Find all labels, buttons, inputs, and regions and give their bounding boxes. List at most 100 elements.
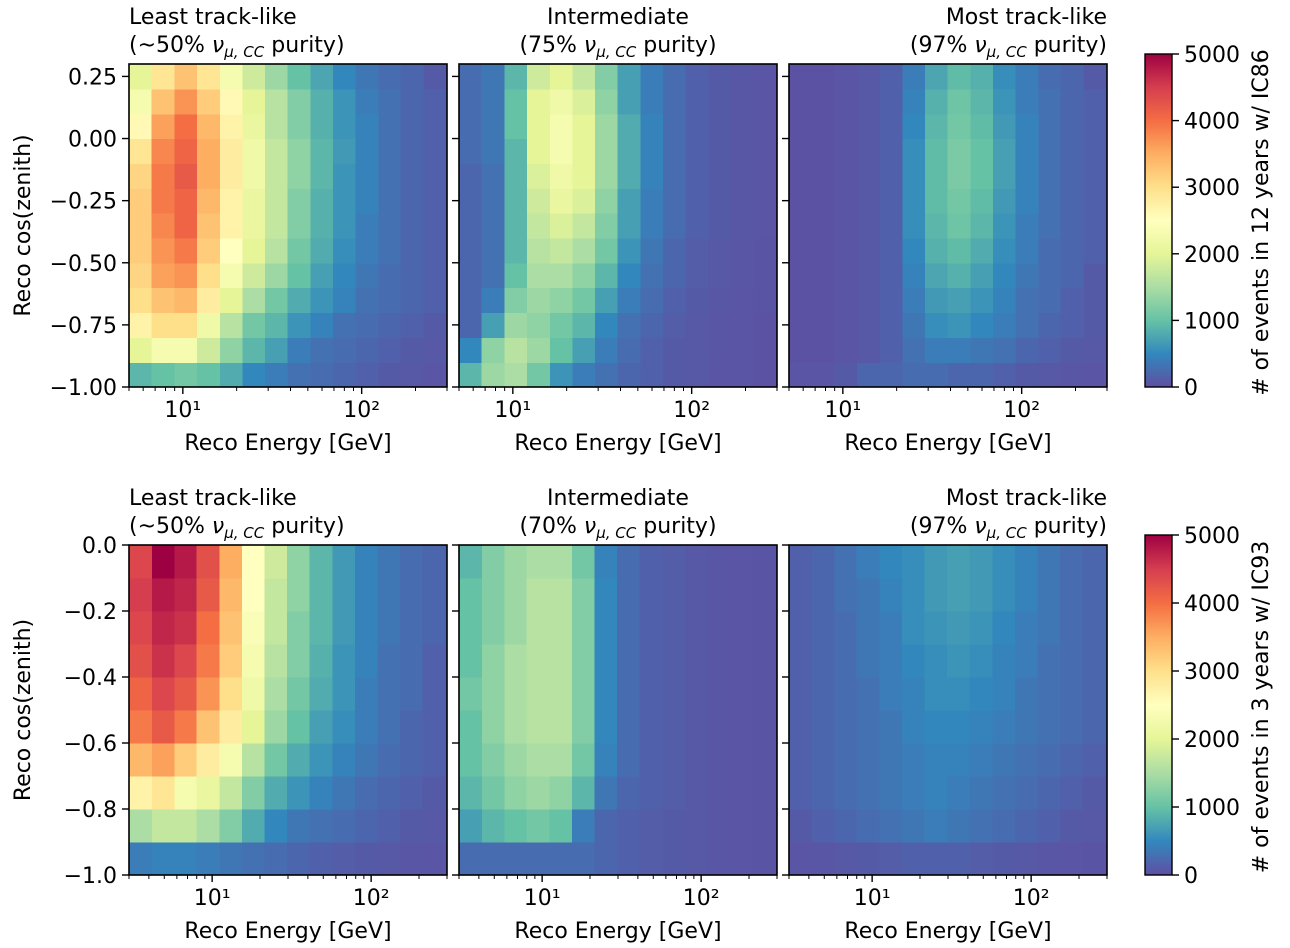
heatmap-cell	[662, 644, 686, 678]
heatmap-cell	[992, 287, 1017, 314]
heatmap-cell	[423, 64, 448, 90]
heatmap-cell	[219, 842, 243, 876]
heatmap-cell	[219, 213, 243, 239]
heatmap-cell	[879, 113, 903, 140]
heatmap-cell	[264, 677, 288, 711]
heatmap-cell	[310, 188, 334, 214]
heatmap-cell	[219, 677, 243, 711]
heatmap-cell	[378, 337, 402, 363]
heatmap-cell	[332, 362, 357, 388]
heatmap-cell	[481, 188, 506, 214]
y-tick-label: −0.25	[50, 190, 117, 215]
heatmap-cell	[1037, 776, 1061, 810]
heatmap-cell	[1038, 88, 1062, 115]
heatmap-cell	[789, 611, 813, 645]
heatmap-cell	[1037, 611, 1061, 645]
heatmap-cell	[422, 677, 448, 711]
heatmap-cell	[992, 213, 1017, 239]
heatmap-cell	[527, 337, 551, 363]
heatmap-cell	[174, 163, 198, 189]
heatmap-cell	[459, 213, 483, 239]
heatmap-cell	[459, 138, 483, 164]
heatmap-cell	[423, 113, 448, 140]
heatmap-cell	[752, 776, 778, 810]
heatmap-cell	[1083, 312, 1108, 338]
y-axis: 0.0 −0.2 −0.4 −0.6 −0.8 −1.0 Reco cos(zenith)	[11, 534, 129, 889]
heatmap-cell	[378, 113, 402, 140]
heatmap-cell	[1082, 677, 1108, 711]
heatmap-cell	[970, 362, 994, 388]
heatmap-cell	[151, 113, 176, 140]
heatmap-cell	[789, 644, 813, 678]
heatmap-cell	[812, 545, 836, 579]
heatmap-cell	[969, 776, 993, 810]
heatmap-panel-r0c0: 10¹ 10² Reco Energy [GeV] 0.25 0.00 −0.25 −0.5…	[11, 5, 448, 456]
heatmap-cell	[174, 237, 198, 264]
x-axis: 10¹ 10² Reco Energy [GeV]	[458, 387, 778, 456]
heatmap-cell	[1060, 138, 1085, 164]
heatmap-cell	[355, 337, 379, 363]
heatmap-cell	[196, 842, 220, 876]
heatmap-cell	[287, 237, 311, 264]
heatmap-cell	[526, 644, 550, 678]
heatmap-cell	[526, 776, 550, 810]
heatmap-cell	[947, 710, 971, 744]
heatmap-cell	[752, 545, 778, 579]
heatmap-cell	[789, 809, 813, 843]
heatmap-cell	[287, 88, 311, 115]
heatmap-cell	[354, 611, 379, 645]
heatmap-cell	[1015, 262, 1039, 289]
heatmap-cell	[857, 362, 881, 388]
heatmap-cell	[639, 545, 663, 579]
heatmap-cell	[947, 776, 971, 810]
heatmap-cell	[639, 842, 663, 876]
heatmap-cell	[594, 809, 618, 843]
heatmap-cell	[834, 611, 858, 645]
heatmap-cell	[354, 578, 379, 612]
heatmap-cell	[879, 710, 903, 744]
heatmap-cell	[879, 213, 903, 239]
heatmap-cell	[879, 262, 903, 289]
heatmap-cell	[197, 138, 221, 164]
axes-frame	[458, 63, 778, 388]
colorbar-1: 0 1000 2000 3000 4000 5000 # of events in 3 ye…	[1144, 524, 1274, 889]
heatmap-cell	[377, 743, 401, 777]
heatmap-cell	[662, 337, 687, 363]
heatmap-cell	[834, 262, 858, 289]
heatmap-cell	[264, 337, 289, 363]
heatmap-cell	[174, 776, 198, 810]
heatmap-cell	[789, 287, 813, 314]
heatmap-cell	[639, 743, 663, 777]
heatmap-panel-r1c2: 10¹ 10² Reco Energy [GeV] Most track-like (9…	[782, 486, 1108, 944]
heatmap-cell	[879, 677, 903, 711]
heatmap-cell	[287, 710, 311, 744]
heatmap-cell	[504, 710, 528, 744]
heatmap-cell	[242, 337, 266, 363]
heatmap-cell	[902, 88, 926, 115]
heatmap-cell	[1060, 188, 1085, 214]
heatmap-cell	[571, 710, 596, 744]
heatmap-cell	[264, 611, 288, 645]
heatmap-cell	[685, 362, 709, 388]
heatmap-cell	[151, 237, 176, 264]
heatmap-cell	[594, 88, 619, 115]
heatmap-cell	[197, 287, 221, 314]
heatmap-cell	[969, 809, 993, 843]
heatmap-cell	[152, 743, 176, 777]
heatmap-cell	[879, 138, 903, 164]
heatmap-cell	[902, 113, 926, 140]
heatmap-cell	[708, 138, 732, 164]
heatmap-cell	[992, 262, 1017, 289]
panel-purity-label: (~50% νμ, CC purity)	[129, 33, 345, 61]
heatmap-cell	[970, 262, 994, 289]
heatmap-cell	[549, 287, 573, 314]
heatmap-cell	[309, 842, 333, 876]
heatmap-cell	[287, 743, 311, 777]
heatmap-cell	[970, 188, 994, 214]
heatmap-cell	[947, 809, 971, 843]
heatmap-cell	[287, 611, 311, 645]
heatmap-cell	[707, 677, 731, 711]
heatmap-cell	[310, 312, 334, 338]
heatmap-cell	[400, 312, 425, 338]
heatmap-cell	[684, 776, 709, 810]
